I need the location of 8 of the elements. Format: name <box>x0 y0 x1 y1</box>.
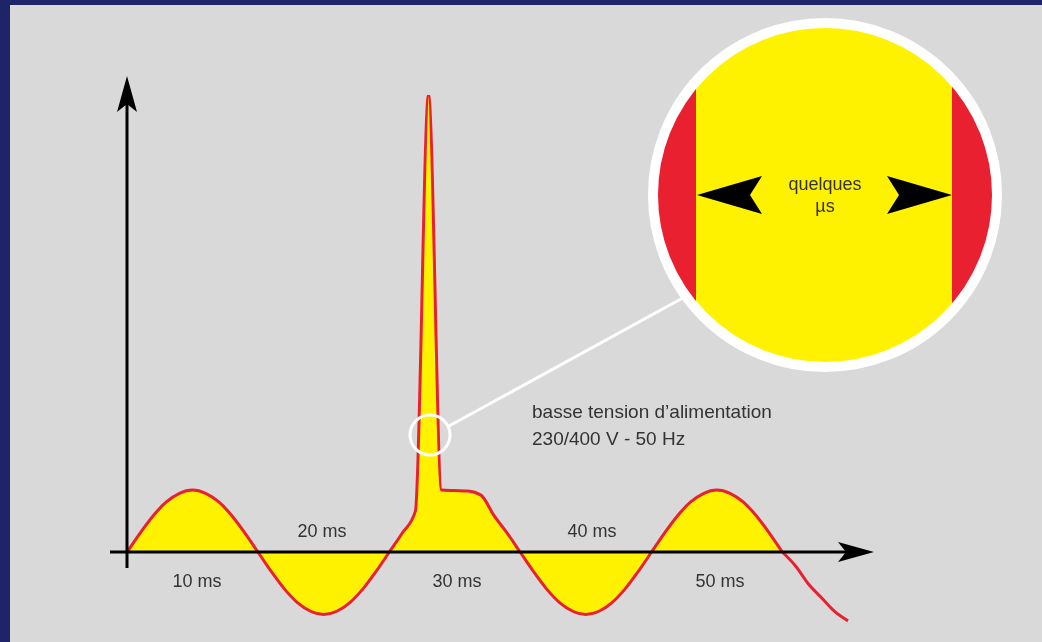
annotation: 40 ms <box>567 521 617 541</box>
annotation: 230/400 V - 50 Hz <box>532 428 686 449</box>
annotation: basse tension d’alimentation <box>532 401 772 422</box>
annotation: 50 ms <box>695 571 745 591</box>
annotation: 30 ms <box>432 571 482 591</box>
annotation: quelques µs <box>788 174 862 216</box>
annotation: 20 ms <box>297 521 347 541</box>
annotation: 10 ms <box>172 571 222 591</box>
